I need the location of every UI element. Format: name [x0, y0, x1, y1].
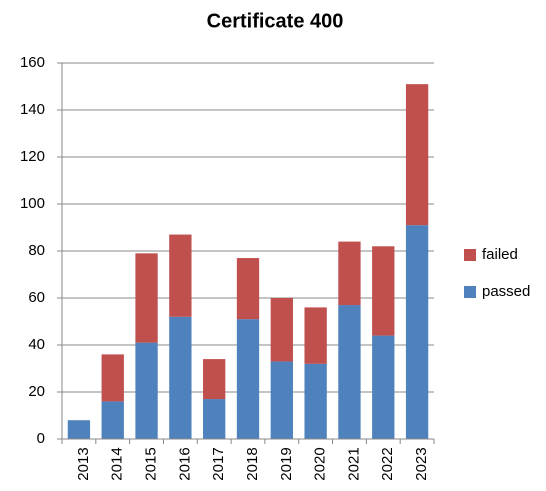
y-tick-label: 100: [20, 195, 45, 212]
y-tick-label: 0: [37, 430, 45, 447]
bar-segment: [338, 241, 361, 306]
x-tick-label: 2022: [379, 447, 396, 480]
x-tick-label: 2015: [143, 447, 160, 480]
bar-segment: [101, 401, 124, 439]
bar-segment: [203, 359, 226, 400]
bar-segment: [405, 225, 429, 439]
y-tick-label: 160: [20, 54, 45, 71]
bar-segment: [372, 335, 395, 439]
y-tick-label: 40: [28, 336, 45, 353]
bar-segment: [169, 234, 192, 317]
x-tick-label: 2020: [312, 447, 329, 480]
x-tick-label: 2013: [75, 447, 92, 480]
bar-segment: [372, 246, 395, 336]
legend-label: failed: [482, 246, 518, 263]
bar-segment: [203, 399, 226, 439]
x-tick-label: 2016: [176, 447, 193, 480]
x-tick-label: 2021: [345, 447, 362, 480]
bar-segment: [270, 298, 293, 362]
y-tick-label: 120: [20, 148, 45, 165]
chart-title: Certificate 400: [207, 10, 344, 32]
bar-segment: [304, 363, 327, 439]
bar-segment: [270, 361, 293, 439]
bar-segment: [135, 342, 158, 439]
bar-segment: [236, 258, 260, 320]
legend-label: passed: [482, 283, 530, 300]
bar-segment: [135, 253, 158, 343]
x-tick-label: 2018: [244, 447, 261, 480]
bar-segment: [304, 307, 327, 364]
bar-segment: [236, 319, 260, 439]
x-tick-label: 2023: [413, 447, 430, 480]
bar-segment: [169, 316, 192, 439]
x-tick-label: 2017: [210, 447, 227, 480]
bar-segment: [101, 354, 124, 402]
y-tick-label: 80: [28, 242, 45, 259]
y-tick-label: 60: [28, 289, 45, 306]
x-tick-label: 2019: [278, 447, 295, 480]
legend-swatch: [464, 286, 476, 298]
x-tick-label: 2014: [109, 447, 126, 480]
legend-swatch: [464, 249, 476, 261]
bar-segment: [338, 305, 361, 439]
bar-segment: [405, 84, 429, 226]
y-tick-label: 20: [28, 383, 45, 400]
bar-segment: [67, 420, 91, 439]
y-tick-label: 140: [20, 101, 45, 118]
